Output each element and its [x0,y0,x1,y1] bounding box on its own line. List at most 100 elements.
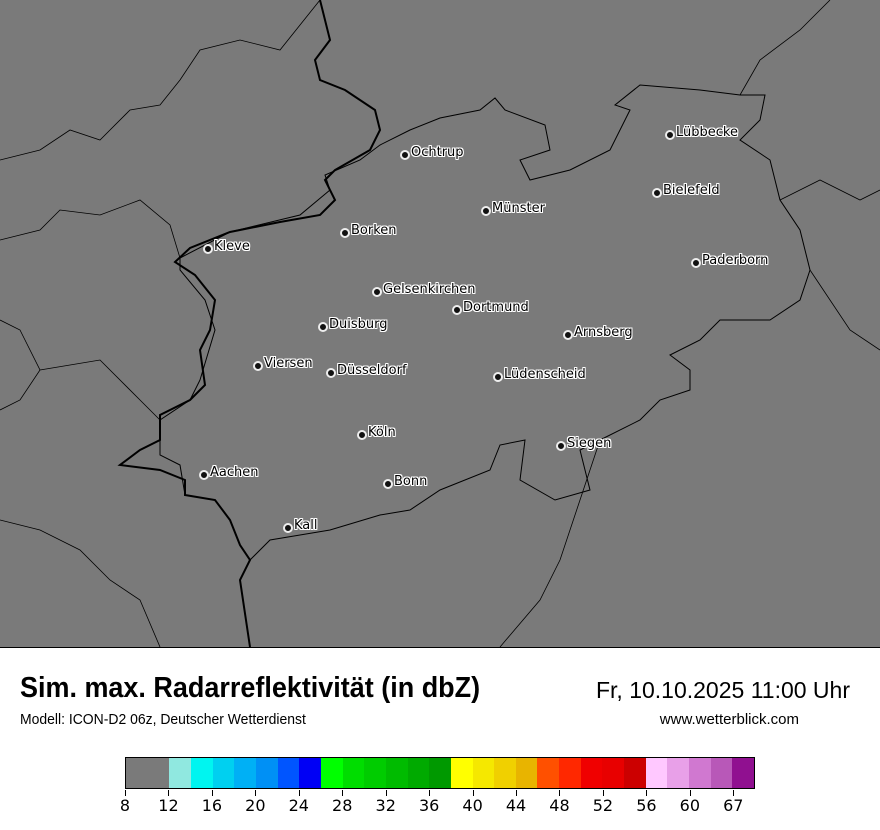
legend-swatch [450,758,473,788]
legend-tick-label: 40 [462,796,483,815]
legend-tick [559,790,561,796]
legend-swatch [689,758,711,788]
city-label: Arnsberg [574,325,633,340]
legend-tick [342,790,344,796]
city-label: Kall [294,518,318,533]
legend-swatch [580,758,603,788]
legend-swatch [299,758,321,788]
legend-tick-label: 48 [549,796,570,815]
city-dot-icon [340,228,350,238]
legend-tick-label: 8 [119,796,131,815]
city-label: Paderborn [702,253,769,268]
city-label: Viersen [264,356,313,371]
legend-tick-label: 24 [288,796,309,815]
region-borders [0,0,880,647]
national-border [117,0,382,647]
city-dot-icon [326,368,336,378]
city-dot-icon [372,287,382,297]
city-label: Borken [351,223,397,238]
legend-tick-label: 52 [592,796,614,815]
legend-tick [211,790,213,796]
legend-swatch [494,758,516,788]
legend-swatch [212,758,235,788]
legend-tick [516,790,518,796]
city-label: Lüdenscheid [504,367,586,382]
map-title: Sim. max. Radarreflektivität (in dbZ) [20,672,481,704]
legend-swatch [169,758,191,788]
legend-swatch [429,758,451,788]
city-label: Münster [492,201,545,216]
legend-tick [168,790,170,796]
map: Ochtrup Lübbecke Bielefeld Münster Borken Kle… [0,0,880,648]
legend-tick-label: 28 [332,796,353,815]
legend-swatch [385,758,408,788]
city-dot-icon [400,150,410,160]
city-dot-icon [203,244,213,254]
city-dot-icon [652,188,662,198]
city-dot-icon [665,130,675,140]
legend-swatch [667,758,690,788]
legend-tick [385,790,387,796]
city-label: Lübbecke [676,125,738,140]
city-dot-icon [318,322,328,332]
legend-tick-label: 32 [375,796,396,815]
legend-swatch [559,758,581,788]
legend-tick [472,790,474,796]
legend-swatch [126,758,148,788]
legend-tick [602,790,604,796]
city-dot-icon [691,258,701,268]
city-label: Bonn [394,474,428,489]
city-dot-icon [563,330,573,340]
legend-tick [298,790,300,796]
city-dot-icon [283,523,293,533]
legend-swatch [472,758,495,788]
legend-tick-label: 36 [418,796,440,815]
city-label: Bielefeld [663,183,720,198]
legend-swatch [190,758,213,788]
borders [0,0,880,647]
city-label: Gelsenkirchen [383,282,476,297]
legend-tick [689,790,691,796]
legend-swatch [602,758,625,788]
model-info: Modell: ICON-D2 06z, Deutscher Wetterdie… [20,711,306,728]
legend-swatch [732,758,755,788]
city-label: Duisburg [329,317,388,332]
website-link[interactable]: www.wetterblick.com [659,711,799,728]
legend-swatch [277,758,300,788]
city-label: Dortmund [463,300,529,315]
legend-swatch [255,758,278,788]
city-label: Düsseldorf [337,363,407,378]
legend-tick [125,790,126,796]
city-label: Aachen [210,465,259,480]
city-label: Ochtrup [411,145,464,160]
forecast-datetime: Fr, 10.10.2025 11:00 Uhr [595,677,850,703]
city-dot-icon [253,361,263,371]
city-label: Köln [368,425,396,440]
legend-swatch [320,758,343,788]
legend-tick-label: 60 [679,796,700,815]
legend-tick-label: 16 [201,796,223,815]
legend-tick-label: 56 [636,796,657,815]
legend-swatch [147,758,170,788]
state-border-nrw [159,84,811,561]
legend-swatch [234,758,256,788]
legend-tick-label: 20 [245,796,266,815]
legend-swatch [515,758,538,788]
city-dot-icon [493,372,503,382]
city-dot-icon [481,206,491,216]
legend-swatch [645,758,668,788]
city-dot-icon [357,430,367,440]
city-label: Kleve [214,239,250,254]
legend-swatch [342,758,365,788]
legend-swatch [364,758,386,788]
city-dot-icon [452,305,462,315]
legend-swatch [407,758,430,788]
city-dot-icon [383,479,393,489]
legend-swatch [537,758,560,788]
city-dot-icon [199,470,209,480]
legend-ticks: 8 12 16 20 24 28 32 36 40 44 48 52 56 60 67 [0,790,880,830]
legend-tick [429,790,431,796]
color-legend [125,757,755,789]
legend-tick [646,790,648,796]
legend-tick [733,790,735,796]
